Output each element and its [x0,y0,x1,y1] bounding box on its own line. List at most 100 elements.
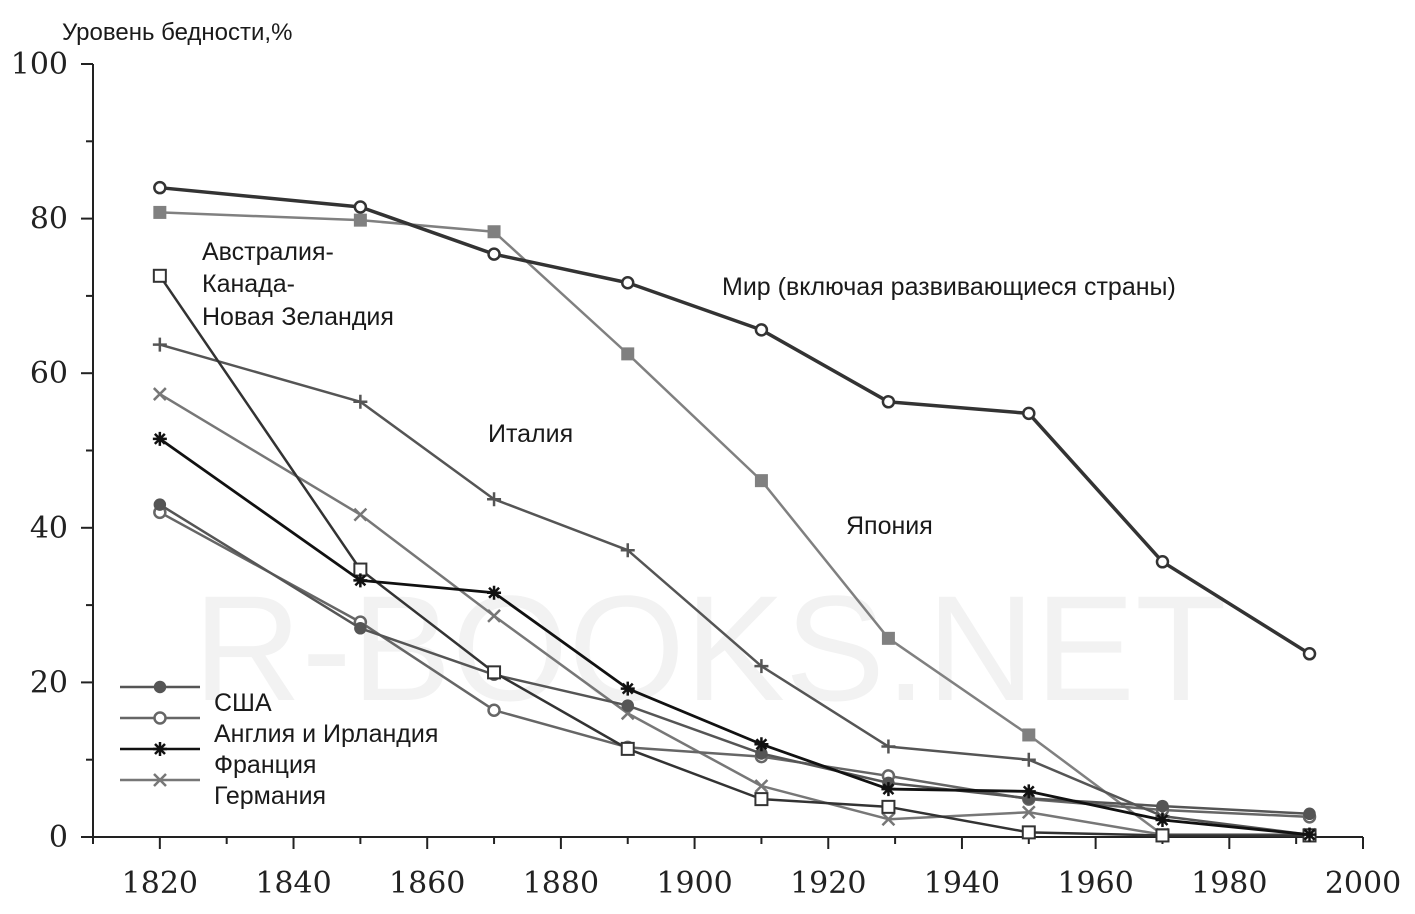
series-австралия-канада-новая-зеландия-point [881,799,896,814]
y-tick-label: 0 [49,820,68,855]
series-австралия-канада-новая-зеландия-point [620,741,635,756]
series-австралия-канада-новая-зеландия-point [487,665,502,680]
series-германия-point [152,387,167,401]
series-япония-point [754,474,768,488]
series-австралия-канада-новая-зеландия-line [158,275,1310,837]
y-tick-label: 100 [11,47,68,82]
watermark: R-BOOKS.NET [193,564,1226,732]
legend-item-france: Франция [120,742,316,779]
series-япония-point [487,225,501,239]
series-италия-point [152,337,167,352]
x-tick-label: 1960 [1057,866,1133,901]
series-япония-point [881,631,895,645]
legend-marker [153,711,167,725]
series-мир-включая-развивающиеся-страны-point [487,247,501,261]
series-мир-включая-развивающиеся-страны [153,180,1317,661]
y-tick-label: 20 [30,665,68,700]
series-layer [152,180,1317,843]
series-германия-point [487,609,501,623]
series-австралия-канада-новая-зеландия-point [754,792,769,807]
series-франция-point [152,431,167,446]
series-сша-point [354,622,367,635]
series-италия-point [487,492,502,507]
series-франция-point [1302,827,1317,842]
legend-marker [153,680,167,694]
series-австралия-канада-новая-зеландия-point [152,268,167,283]
legend-label-england-ireland: Англия и Ирландия [214,720,438,748]
series-мир-включая-развивающиеся-страны-point [1155,555,1170,569]
series-мир-включая-развивающиеся-страны-point [620,276,635,290]
annotation-japan: Япония [846,512,933,540]
legend-symbol-france [120,742,200,756]
x-tick-label: 1940 [924,866,1000,901]
legend-symbol-usa [120,680,200,694]
legend-item-usa: США [120,680,272,717]
x-tick-label: 1820 [122,866,198,901]
legend-symbol-germany [120,773,200,787]
series-франция-point [620,681,635,696]
series-сша-point [1303,807,1316,821]
y-tick-label: 80 [30,202,68,237]
series-германия-point [353,507,368,522]
series-франция-point [754,737,769,752]
series-италия-point [353,394,368,409]
y-axis-title: Уровень бедности,% [62,19,292,46]
series-мир-включая-развивающиеся-страны-point [153,180,167,195]
legend-label-germany: Германия [214,782,326,810]
annotation-anz-line3: Новая Зеландия [202,303,394,331]
x-tick-label: 2000 [1325,866,1401,901]
series-австралия-канада-новая-зеландия [152,268,1317,843]
y-tick-label: 60 [30,356,68,391]
annotation-anz-line2: Канада- [202,270,295,298]
series-мир-включая-развивающиеся-страны-point [881,395,896,409]
annotation-world: Мир (включая развивающиеся страны) [722,273,1176,301]
x-tick-label: 1980 [1191,866,1267,901]
series-япония-point [1022,728,1036,742]
series-мир-включая-развивающиеся-страны-point [1302,647,1317,661]
series-япония-point [353,213,367,227]
series-франция-point [881,782,896,797]
annotations: Австралия- Канада- Новая Зеландия Италия… [202,238,1176,540]
legend-label-usa: США [214,689,272,717]
series-франция-point [1155,812,1170,827]
legend-symbol-england-ireland [120,711,200,725]
y-tick-label: 40 [30,511,68,546]
series-франция [152,431,1317,842]
series-италия-point [754,659,769,674]
series-мир-включая-развивающиеся-страны-point [353,200,368,214]
x-tick-label: 1840 [255,866,331,901]
legend-item-england-ireland: Англия и Ирландия [120,711,438,748]
annotation-italy: Италия [488,420,573,448]
series-германия-point [1021,805,1036,820]
legend-marker [153,742,167,756]
series-франция-point [353,573,368,588]
series-австралия-канада-новая-зеландия-point [1155,828,1170,843]
series-германия-point [881,812,896,827]
series-австралия-канада-новая-зеландия-point [1021,825,1036,840]
series-япония-point [621,347,635,361]
series-франция-point [487,585,502,600]
series-мир-включая-развивающиеся-страны-point [1022,406,1036,421]
legend: США Англия и Ирландия Франция Германия [120,680,438,810]
series-япония-point [153,205,167,219]
series-сша-point [621,699,634,712]
x-tick-label: 1920 [790,866,866,901]
series-франция-point [1021,784,1036,799]
annotation-anz-line1: Австралия- [202,238,334,266]
series-германия-point [754,779,769,793]
series-англия-и-ирландия-point [487,703,501,717]
axes: 1820 1840 1860 1880 1900 1920 1940 1960 1980 2000… [11,47,1401,901]
series-сша-point [153,498,167,511]
legend-label-france: Франция [214,751,316,779]
series-италия-point [620,543,635,558]
series-италия-point [1021,752,1036,767]
legend-marker [153,773,167,787]
legend-item-germany: Германия [120,773,326,810]
series-италия-point [881,739,896,754]
x-tick-label: 1880 [523,866,599,901]
x-tick-label: 1860 [389,866,465,901]
series-мир-включая-развивающиеся-страны-point [754,323,769,337]
x-tick-label: 1900 [656,866,732,901]
